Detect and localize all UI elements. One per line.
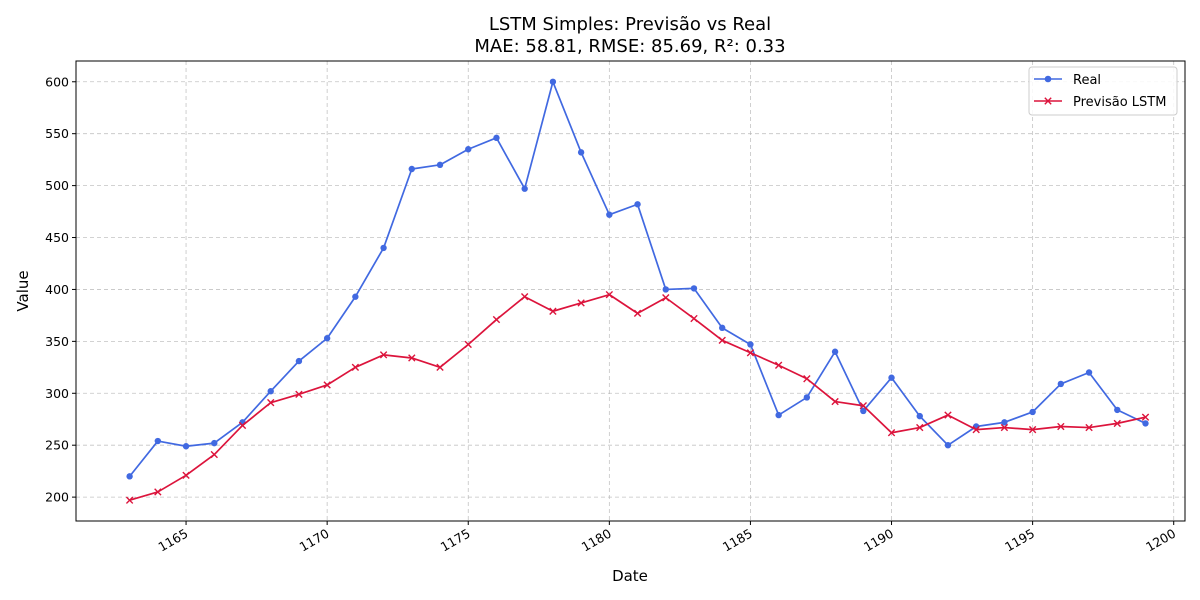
data-point-real xyxy=(606,211,613,218)
data-point-real xyxy=(408,165,416,173)
data-point-previsao-lstm xyxy=(1057,422,1065,431)
data-point-previsao-lstm xyxy=(182,471,190,480)
data-point-previsao-lstm xyxy=(125,496,134,504)
data-point-real xyxy=(775,411,782,419)
data-point-real xyxy=(719,324,726,332)
data-point-real xyxy=(295,357,303,365)
chart-subtitle: MAE: 58.81, RMSE: 85.69, R²: 0.33 xyxy=(474,36,785,57)
data-point-previsao-lstm xyxy=(295,390,303,399)
data-point-real xyxy=(1057,380,1065,388)
y-tick-label: 600 xyxy=(45,74,69,89)
data-point-previsao-lstm xyxy=(577,299,585,307)
data-point-previsao-lstm xyxy=(831,397,839,406)
data-point-previsao-lstm xyxy=(887,429,896,437)
data-point-previsao-lstm xyxy=(746,349,755,357)
data-point-previsao-lstm xyxy=(520,293,529,301)
data-point-real xyxy=(916,412,923,420)
data-point-real xyxy=(634,201,641,208)
legend: Real Previsão LSTM xyxy=(1028,66,1178,116)
data-point-previsao-lstm xyxy=(436,363,444,372)
data-point-previsao-lstm xyxy=(1028,425,1037,434)
data-point-real xyxy=(1029,408,1036,416)
data-point-real xyxy=(267,388,274,395)
data-point-real xyxy=(1142,420,1149,427)
chart-title: LSTM Simples: Previsão vs Real xyxy=(489,14,771,35)
data-point-previsao-lstm xyxy=(859,402,867,410)
data-point-previsao-lstm xyxy=(944,411,952,419)
data-point-previsao-lstm xyxy=(1141,413,1150,421)
grid xyxy=(76,61,1185,521)
data-point-real xyxy=(493,134,500,142)
y-tick-label: 200 xyxy=(45,490,69,505)
data-point-previsao-lstm xyxy=(662,294,670,302)
data-point-real xyxy=(1114,406,1121,414)
data-point-real xyxy=(182,443,190,450)
data-point-previsao-lstm xyxy=(238,421,247,430)
data-point-real xyxy=(803,394,811,401)
data-point-real xyxy=(465,146,472,153)
data-point-real xyxy=(126,473,133,480)
data-point-real xyxy=(154,437,162,445)
data-point-previsao-lstm xyxy=(718,336,726,345)
y-tick-label: 450 xyxy=(45,230,69,245)
data-point-real xyxy=(1085,369,1093,376)
data-point-real xyxy=(690,285,698,292)
y-tick-label: 350 xyxy=(45,334,69,349)
data-point-previsao-lstm xyxy=(210,450,218,459)
data-point-real xyxy=(521,185,528,192)
data-point-previsao-lstm xyxy=(379,351,388,359)
data-point-previsao-lstm xyxy=(605,290,614,299)
data-point-previsao-lstm xyxy=(972,425,980,434)
data-point-real xyxy=(944,441,952,449)
data-point-real xyxy=(211,439,218,447)
data-point-real xyxy=(831,348,839,355)
y-axis-label: Value xyxy=(14,270,32,311)
data-point-previsao-lstm xyxy=(492,315,501,324)
data-point-previsao-lstm xyxy=(267,398,275,407)
data-point-real xyxy=(352,293,359,300)
y-tick-label: 550 xyxy=(45,126,69,141)
plot-frame xyxy=(75,60,1186,522)
data-point-previsao-lstm xyxy=(690,314,698,323)
y-tick-label: 300 xyxy=(45,386,69,401)
data-point-real xyxy=(436,161,444,169)
data-point-real xyxy=(380,244,387,252)
data-point-previsao-lstm xyxy=(1113,419,1121,428)
data-point-real xyxy=(860,407,867,415)
data-point-previsao-lstm xyxy=(916,423,924,432)
data-point-previsao-lstm xyxy=(549,307,557,315)
data-point-real xyxy=(549,78,557,85)
data-point-previsao-lstm xyxy=(464,340,472,349)
data-point-real xyxy=(577,149,585,156)
data-point-previsao-lstm xyxy=(633,309,642,318)
data-point-previsao-lstm xyxy=(803,375,811,383)
legend-x-marker xyxy=(1044,97,1052,105)
data-point-real xyxy=(323,335,331,342)
y-tick-label: 400 xyxy=(45,282,69,297)
data-point-previsao-lstm xyxy=(351,363,360,372)
data-point-real xyxy=(888,374,895,381)
data-point-real xyxy=(1001,419,1008,426)
legend-marker-previsao-lstm xyxy=(1044,97,1052,105)
data-point-real xyxy=(662,286,669,293)
series-real xyxy=(126,78,1149,480)
series-previsao-lstm xyxy=(125,290,1150,504)
data-point-previsao-lstm xyxy=(774,361,783,369)
data-point-previsao-lstm xyxy=(1085,423,1093,432)
legend-marker-real xyxy=(1044,75,1052,83)
legend-box xyxy=(1028,66,1178,116)
data-point-previsao-lstm xyxy=(154,488,162,496)
y-tick-label: 250 xyxy=(45,438,69,453)
series-group xyxy=(125,78,1150,504)
data-point-real xyxy=(747,341,754,348)
data-point-previsao-lstm xyxy=(408,354,416,362)
data-point-previsao-lstm xyxy=(1000,423,1009,432)
data-point-previsao-lstm xyxy=(323,381,331,389)
x-axis-label: Date xyxy=(612,567,648,585)
y-tick-label: 500 xyxy=(45,178,69,193)
legend-label-previsao-lstm: Previsão LSTM xyxy=(1073,95,1166,110)
legend-label-real: Real xyxy=(1073,73,1101,88)
